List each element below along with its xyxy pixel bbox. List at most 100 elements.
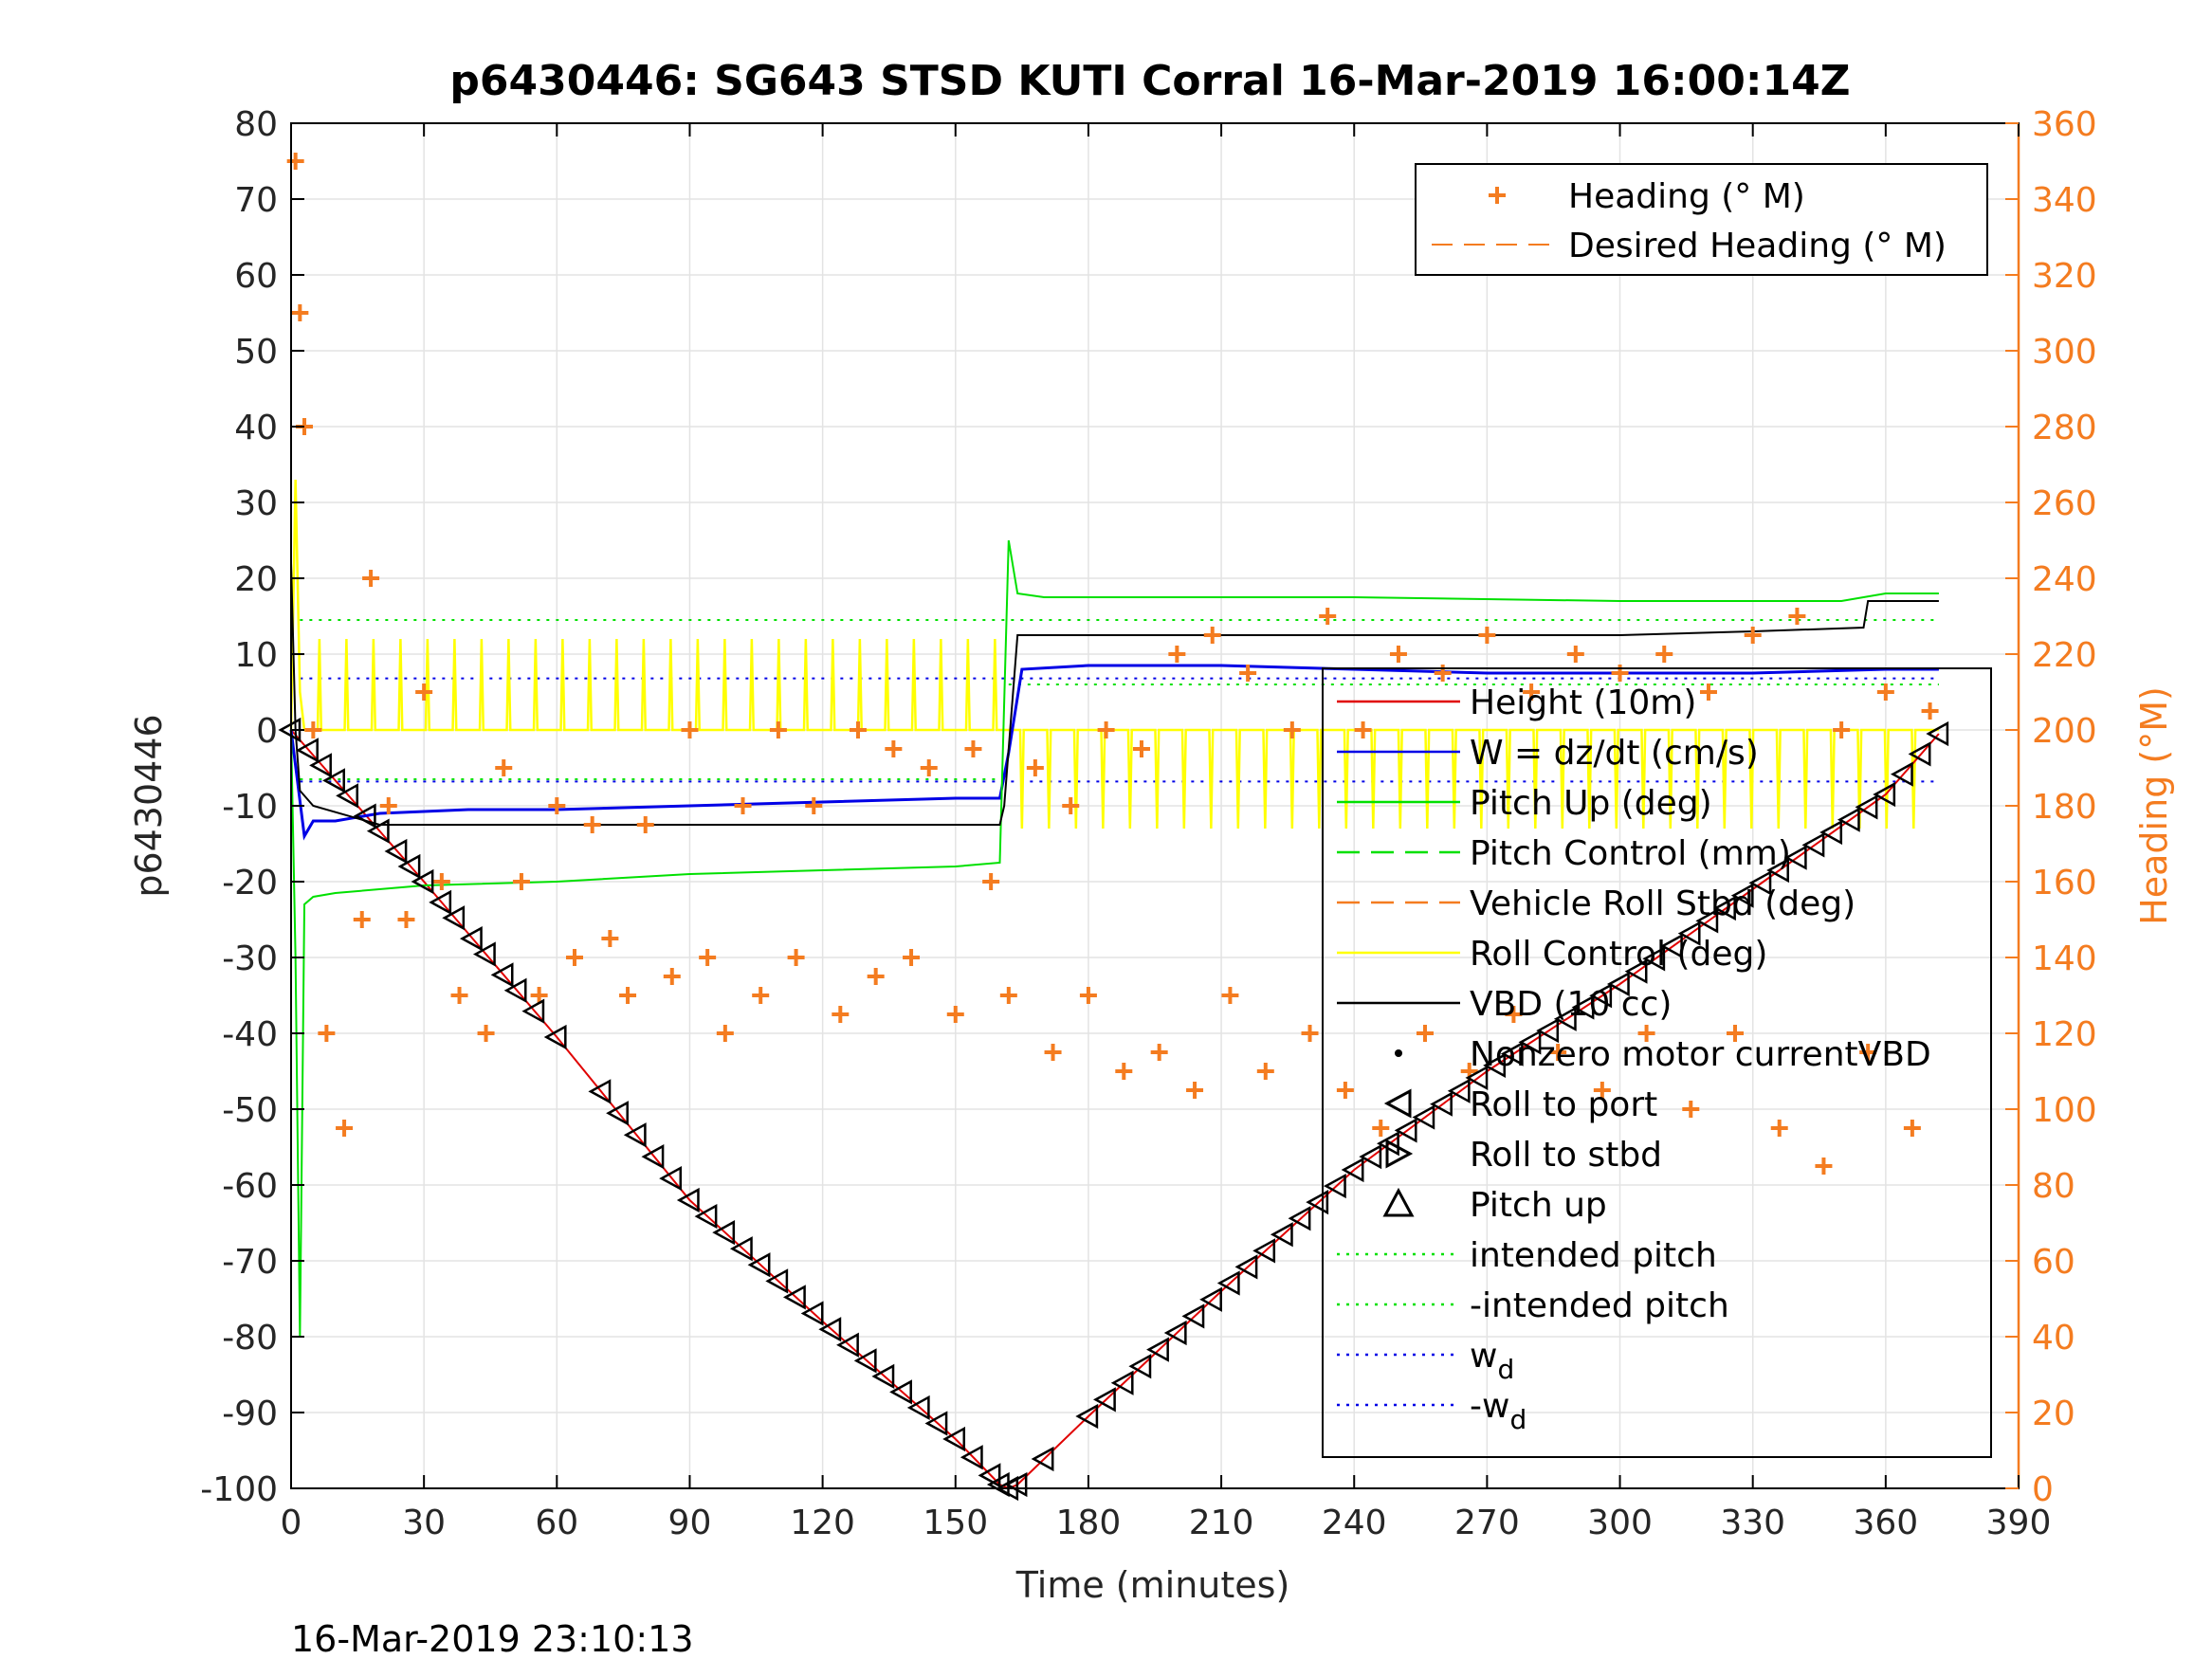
- heading-marker: [565, 949, 583, 966]
- roll-marker: [978, 1463, 1001, 1488]
- heading-marker: [291, 304, 309, 321]
- heading-marker: [1062, 797, 1080, 814]
- heading-marker: [477, 1025, 495, 1042]
- legend-heading-swatch: [1489, 187, 1506, 204]
- heading-marker: [663, 968, 681, 985]
- heading-marker: [304, 721, 322, 738]
- heading-marker: [699, 949, 717, 966]
- roll-marker: [1518, 1030, 1542, 1055]
- y-right-tick-label: 140: [2032, 939, 2097, 978]
- heading-marker: [1859, 1044, 1877, 1061]
- y-right-tick-label: 180: [2032, 788, 2097, 827]
- roll-marker: [1660, 933, 1683, 959]
- reference-lines: [300, 619, 1939, 783]
- roll-marker: [889, 1379, 912, 1405]
- y-right-tick-label: 40: [2032, 1319, 2075, 1358]
- series-vbd-10-cc: [290, 562, 1939, 826]
- x-tick-label: 360: [1853, 1504, 1918, 1542]
- heading-marker: [1256, 1063, 1274, 1080]
- roll-marker: [1589, 983, 1613, 1009]
- y-right-tick-label: 220: [2032, 636, 2097, 675]
- heading-marker: [832, 1006, 850, 1023]
- roll-marker: [1783, 845, 1807, 870]
- legend-main-label: Height (10m): [1470, 684, 1696, 722]
- chart-title: p6430446: SG643 STSD KUTI Corral 16-Mar-…: [449, 57, 1850, 105]
- heading-marker: [1354, 721, 1372, 738]
- roll-marker: [1199, 1286, 1222, 1312]
- roll-marker: [1837, 807, 1860, 832]
- legend-main-label: Pitch up: [1470, 1186, 1607, 1225]
- legend-main-box: [1322, 667, 1992, 1458]
- heading-marker: [450, 987, 468, 1004]
- roll-marker: [521, 998, 545, 1024]
- heading-marker: [752, 987, 770, 1004]
- heading-marker: [849, 721, 867, 738]
- y-right-tick-label: 280: [2032, 409, 2097, 447]
- x-tick-label: 180: [1056, 1504, 1122, 1542]
- roll-marker: [490, 962, 514, 988]
- roll-marker: [924, 1411, 948, 1436]
- roll-marker: [309, 753, 332, 778]
- roll-marker: [1855, 794, 1878, 820]
- heading-marker: [1168, 646, 1186, 663]
- legend-swatch: [1385, 1139, 1414, 1169]
- roll-marker: [336, 783, 358, 809]
- y-right-tick-label: 100: [2032, 1091, 2097, 1130]
- roll-marker: [1571, 994, 1595, 1020]
- heading-marker: [1044, 1044, 1062, 1061]
- heading-marker: [362, 570, 380, 587]
- roll-marker: [1110, 1370, 1134, 1395]
- heading-marker: [1079, 987, 1097, 1004]
- heading-marker: [1283, 721, 1301, 738]
- heading-marker: [1593, 1082, 1611, 1099]
- y-right-tick-label: 320: [2032, 257, 2097, 296]
- y-left-tick-label: 10: [234, 636, 278, 675]
- x-tick-label: 390: [1986, 1504, 2052, 1542]
- roll-marker: [296, 738, 319, 763]
- heading-marker: [379, 797, 397, 814]
- y-axis-right-ticks: 3603403203002802602402202001801601401201…: [2005, 105, 2097, 1509]
- y-left-tick-label: -40: [222, 1015, 278, 1054]
- heading-marker: [495, 759, 513, 776]
- legend-main-label: Vehicle Roll Stbd (deg): [1470, 884, 1856, 923]
- timestamp-footer: 16-Mar-2019 23:10:13: [291, 1618, 694, 1659]
- legend-main-label: Pitch Up (deg): [1470, 784, 1712, 823]
- heading-marker: [1566, 646, 1584, 663]
- x-tick-label: 30: [402, 1504, 446, 1542]
- legend-swatch: [1383, 1088, 1412, 1119]
- heading-marker: [1221, 987, 1239, 1004]
- roll-marker: [1341, 1157, 1364, 1183]
- legend-main-label: Roll to port: [1470, 1085, 1657, 1124]
- legend-heading-label: Desired Heading (° M): [1568, 227, 1947, 265]
- x-tick-label: 150: [923, 1504, 988, 1542]
- roll-marker: [1713, 895, 1736, 921]
- heading-marker: [636, 816, 654, 833]
- y-right-tick-label: 0: [2032, 1470, 2054, 1509]
- y-left-tick-label: -20: [222, 864, 278, 902]
- roll-marker: [543, 1024, 567, 1050]
- roll-marker: [1748, 870, 1772, 896]
- heading-marker: [530, 987, 548, 1004]
- legend-main-label: Roll Control (deg): [1470, 935, 1767, 974]
- heading-marker: [1239, 665, 1257, 682]
- legend-main-label: Roll to stbd: [1470, 1136, 1662, 1175]
- y-left-tick-label: 0: [256, 712, 278, 751]
- heading-marker: [982, 873, 1000, 890]
- heading-marker: [787, 949, 805, 966]
- y-left-tick-label: -60: [222, 1167, 278, 1206]
- x-tick-label: 270: [1454, 1504, 1520, 1542]
- legend-main-label: wd: [1470, 1337, 1514, 1385]
- x-tick-label: 210: [1189, 1504, 1254, 1542]
- heading-marker: [1921, 702, 1939, 720]
- roll-marker: [1500, 1041, 1524, 1066]
- roll-marker: [1553, 1006, 1577, 1031]
- legend-swatch: [1395, 1049, 1402, 1057]
- y-left-tick-label: -30: [222, 939, 278, 978]
- y-right-tick-label: 120: [2032, 1015, 2097, 1054]
- roll-marker: [641, 1144, 665, 1170]
- heading-marker: [1744, 627, 1762, 644]
- roll-marker: [1873, 781, 1896, 808]
- heading-marker: [1876, 684, 1894, 701]
- heading-marker: [1727, 1025, 1745, 1042]
- roll-marker: [366, 818, 390, 844]
